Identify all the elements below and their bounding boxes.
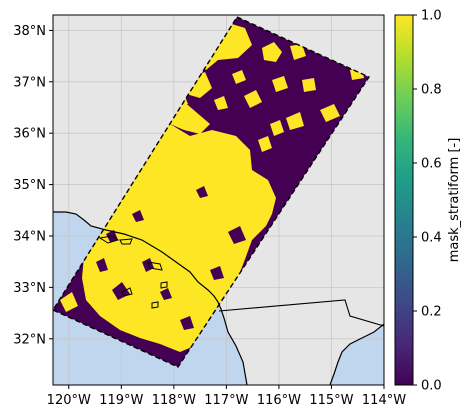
lon-tick-label: 120°W [47,393,91,408]
colorbar-label: mask_stratiform [-] [447,138,462,263]
channel-island [147,261,163,271]
channel-island [160,281,168,289]
gulf-coastline [329,323,384,385]
map-frame [52,14,385,386]
swath-outline [53,16,371,368]
lat-tick-label: 32°N [13,332,46,347]
lon-tick-label: 119°W [99,393,143,408]
colorbar-tick-label: 0.8 [421,83,442,98]
channel-island [151,301,159,309]
lon-tick-label: 117°W [204,393,248,408]
colorbar-ticks: 0.0 0.2 0.4 0.6 0.8 1.0 [413,9,442,394]
coastline [53,211,248,385]
lat-tick-label: 35°N [13,178,46,193]
lat-tick-label: 33°N [13,281,46,296]
longitude-ticks: 120°W 119°W 118°W 117°W 116°W 115°W 114°W [47,385,406,408]
channel-island [119,238,133,245]
colorbar-tick-label: 0.0 [421,379,442,394]
lat-tick-label: 37°N [13,75,46,90]
lat-tick-label: 34°N [13,229,46,244]
lon-tick-label: 118°W [152,393,196,408]
lon-tick-label: 115°W [309,393,353,408]
lat-tick-label: 38°N [13,24,46,39]
channel-island [98,235,120,244]
latitude-ticks: 32°N 33°N 34°N 35°N 36°N 37°N 38°N [13,24,53,347]
border [218,299,384,327]
colorbar [394,14,414,386]
colorbar-tick-label: 0.2 [421,305,442,320]
gulf-of-california [330,324,384,385]
lon-tick-label: 114°W [362,393,406,408]
colorbar-tick-label: 0.4 [421,231,442,246]
channel-island [121,287,133,297]
colorbar-tick-label: 0.6 [421,157,442,172]
lat-tick-label: 36°N [13,127,46,142]
lon-tick-label: 116°W [257,393,301,408]
colorbar-tick-label: 1.0 [421,9,442,24]
